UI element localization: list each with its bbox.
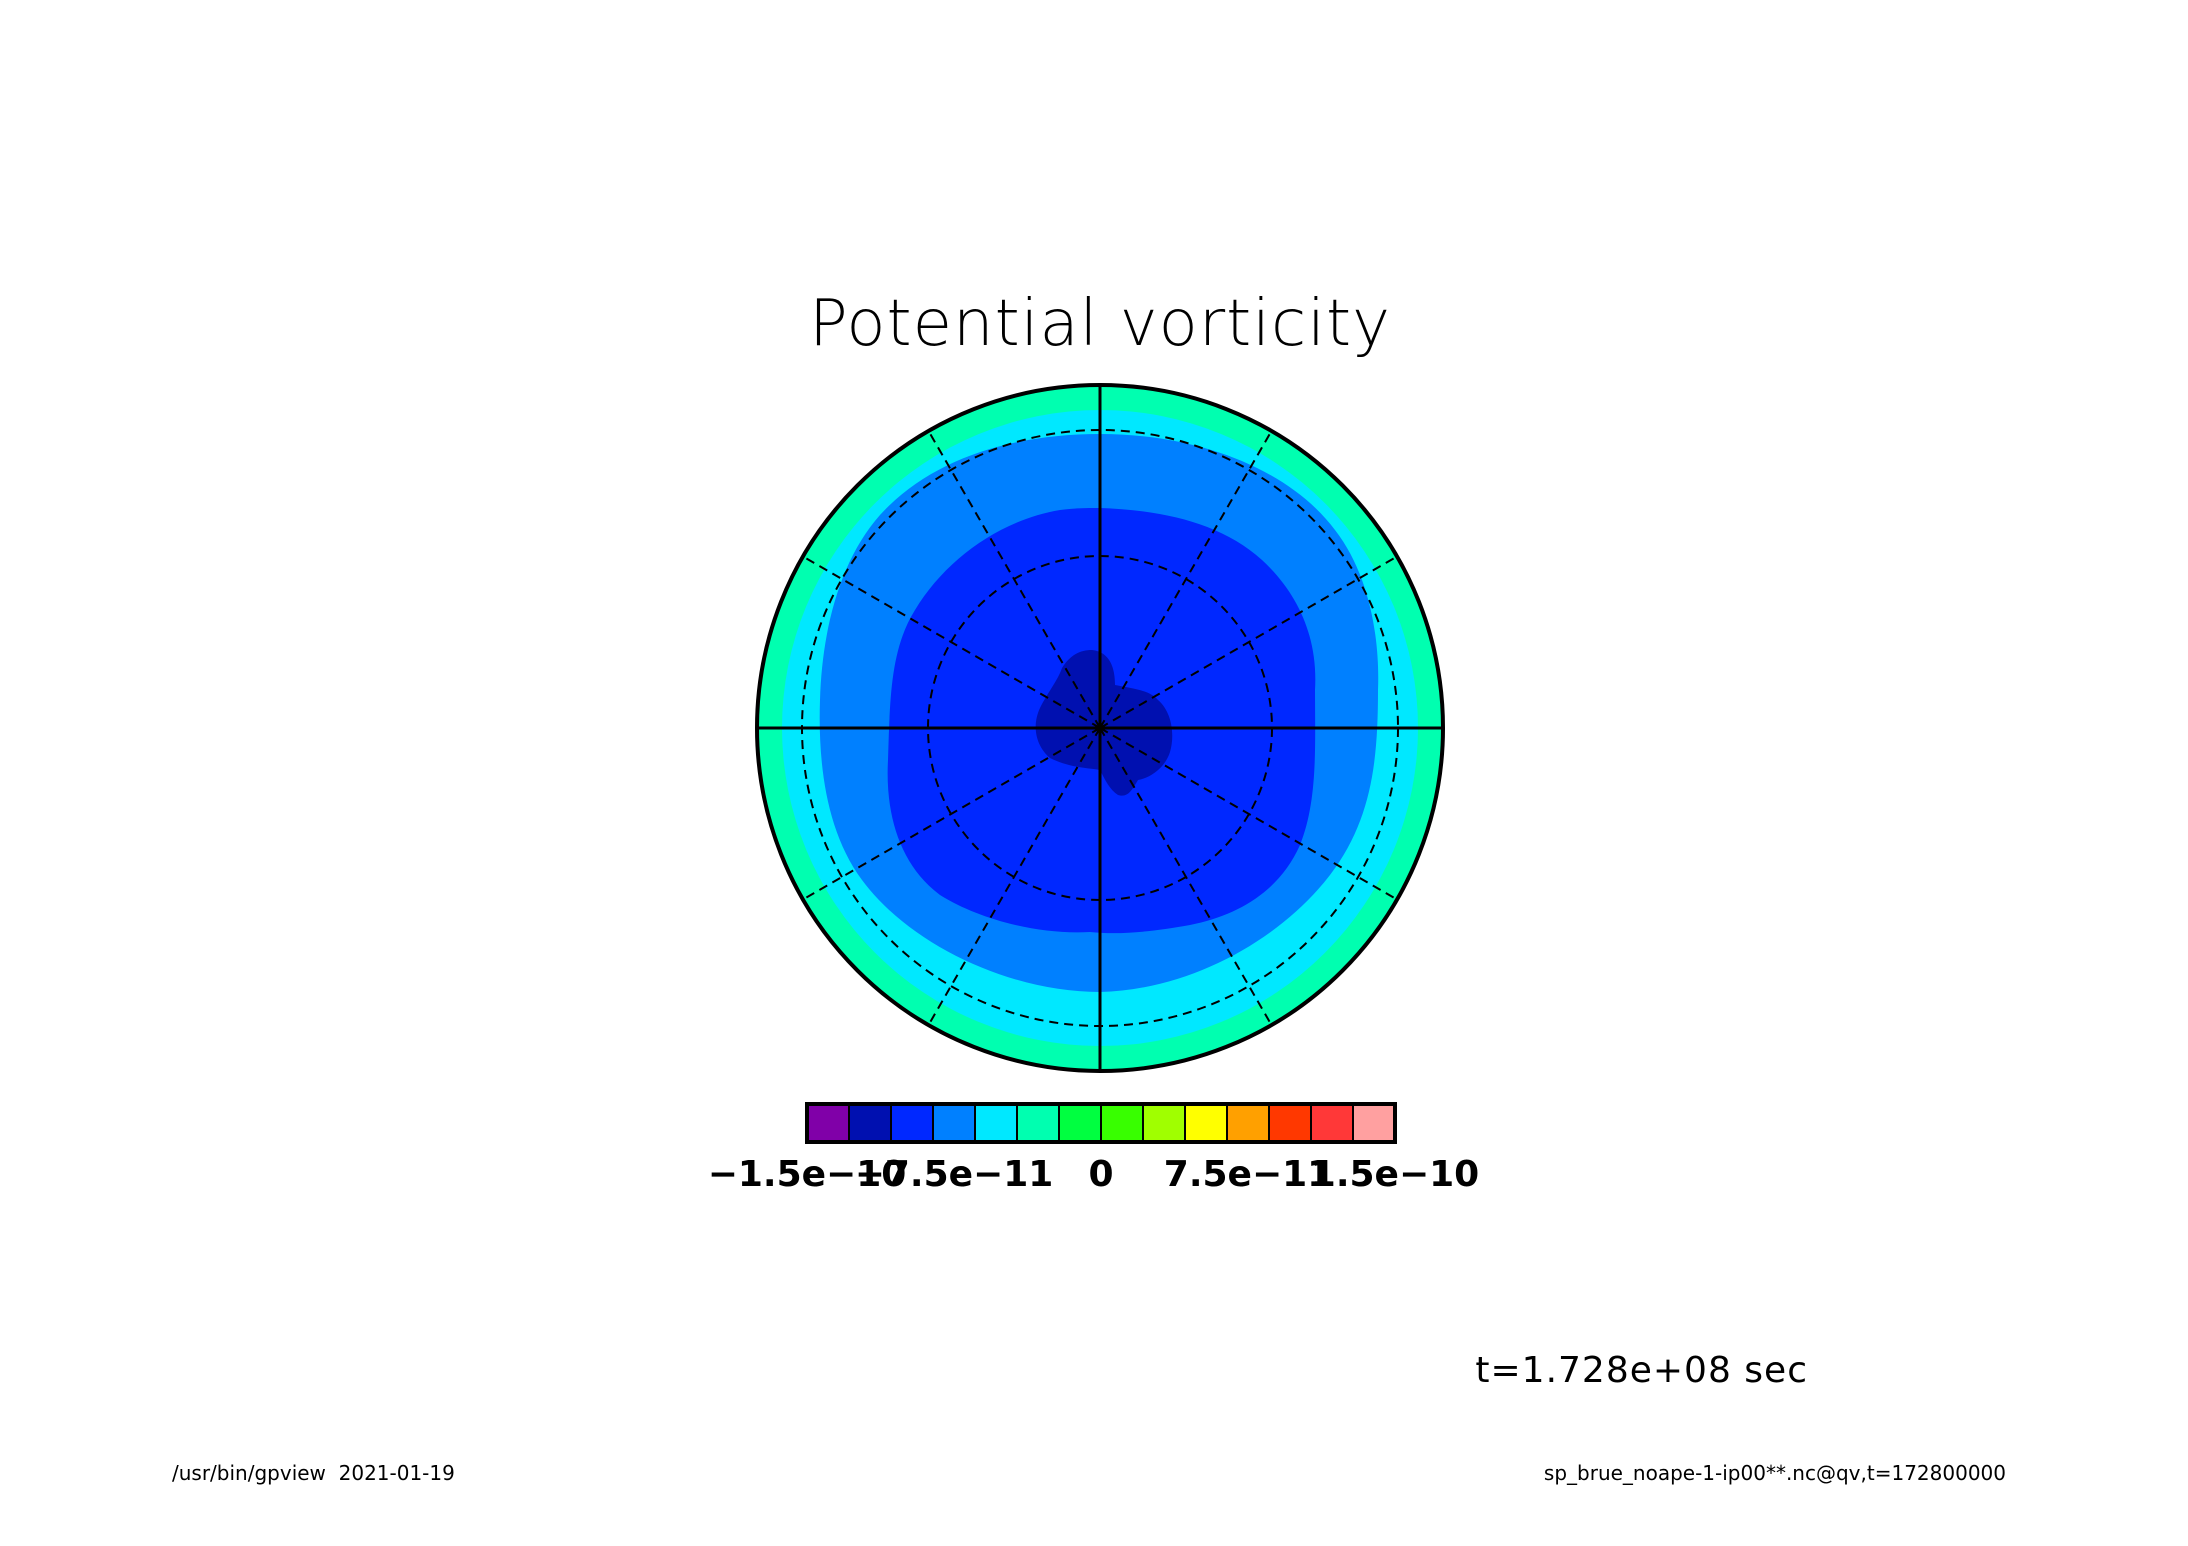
- time-label: t=1.728e+08 sec: [1475, 1350, 1808, 1391]
- colorbar-labels: −1.5e−10−7.5e−11 0 7.5e−111.5e−10: [708, 1154, 1480, 1195]
- meridian-line-120: [927, 430, 1101, 729]
- map-boundary: [755, 383, 1445, 1073]
- meridian-line-60: [1099, 430, 1273, 729]
- colorbar-tick-label-3: 7.5e−11: [1164, 1154, 1332, 1195]
- colorbar-tick-label-1: −7.5e−11: [855, 1154, 1054, 1195]
- colorbar-swatch-3: [932, 1103, 976, 1143]
- footer-left: /usr/bin/gpview 2021-01-19: [172, 1461, 455, 1485]
- meridian-line-300: [1099, 727, 1273, 1026]
- colorbar-swatch-0: [806, 1103, 850, 1143]
- colorbar-tick-label-4: 1.5e−10: [1311, 1154, 1479, 1195]
- colorbar-outline: [805, 1102, 1397, 1144]
- colorbar-swatch-4: [974, 1103, 1018, 1143]
- colorbar-swatch-12: [1310, 1103, 1354, 1143]
- colorbar-swatch-8: [1142, 1103, 1186, 1143]
- colorbar-swatch-7: [1100, 1103, 1144, 1143]
- meridian-line-240: [927, 727, 1101, 1026]
- chart-title: Potential vorticity: [809, 287, 1391, 361]
- meridian-line-330: [1099, 727, 1398, 901]
- colorbar-swatch-9: [1184, 1103, 1228, 1143]
- meridian-lines: [757, 385, 1443, 1071]
- meridian-line-150: [802, 555, 1101, 729]
- colorbar-swatch-11: [1268, 1103, 1312, 1143]
- colorbar-tick-label-0: −1.5e−10: [708, 1154, 907, 1195]
- colorbar-tick-label-2: 0: [1088, 1154, 1113, 1195]
- colorbar-swatch-10: [1226, 1103, 1270, 1143]
- footer-right: sp_brue_noape-1-ip00**.nc@qv,t=172800000: [1544, 1461, 2006, 1485]
- colorbar: [805, 1102, 1397, 1144]
- meridian-line-30: [1099, 555, 1398, 729]
- colorbar-swatch-1: [848, 1103, 892, 1143]
- meridian-line-210: [802, 727, 1101, 901]
- colorbar-swatch-5: [1016, 1103, 1060, 1143]
- colorbar-swatch-2: [890, 1103, 934, 1143]
- colorbar-swatch-13: [1352, 1103, 1396, 1143]
- colorbar-swatch-6: [1058, 1103, 1102, 1143]
